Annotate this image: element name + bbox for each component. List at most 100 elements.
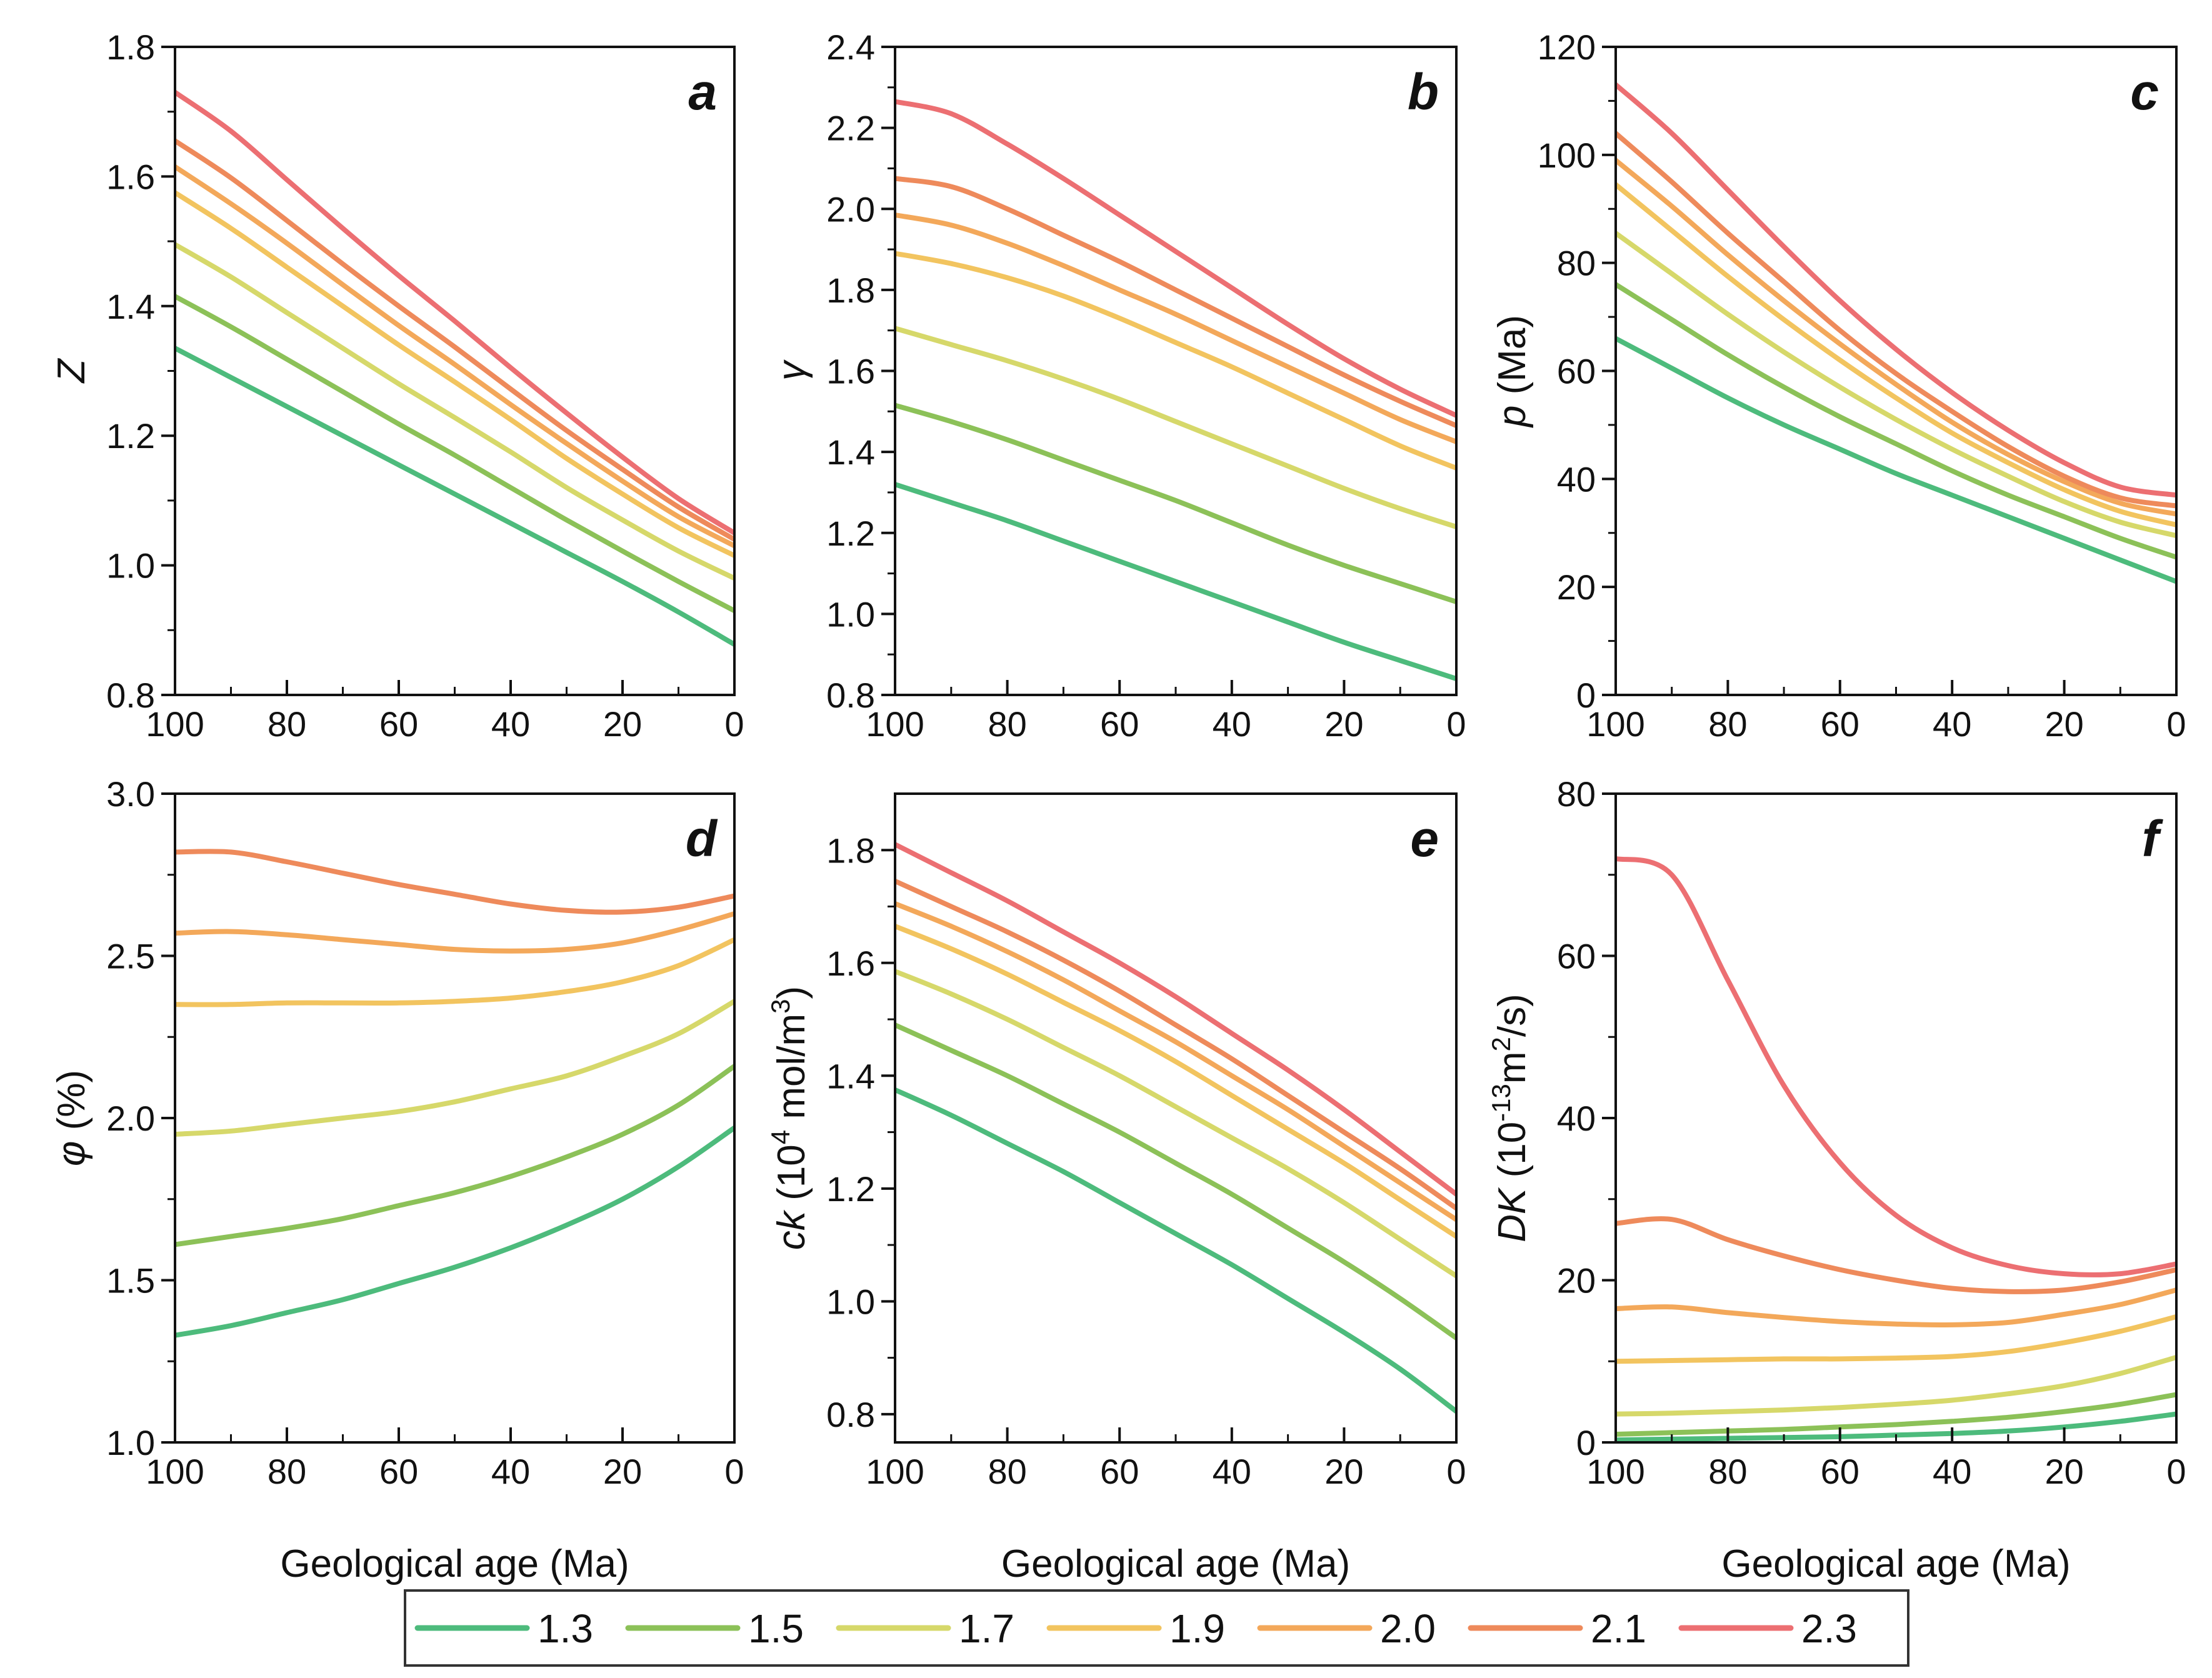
series-line-2.1 [1616,1216,2176,1294]
y-tick-label: 80 [1557,244,1596,283]
series-line-1.3 [895,1087,1456,1414]
y-tick-label: 100 [1538,136,1596,175]
series-line-2.3 [175,89,734,536]
legend-item-2.0: 2.0 [1257,1606,1436,1651]
series-line-1.3 [175,1125,734,1338]
x-tick-label: 0 [2166,1452,2186,1491]
y-tick-label: 1.2 [106,416,155,456]
y-tick-label: 3.0 [106,774,155,814]
x-axis-label: Geological age (Ma) [280,1542,629,1586]
series-group [895,99,1456,682]
legend-item-1.3: 1.3 [414,1606,593,1651]
y-axis-label: ck (104 mol/m3) [766,986,813,1250]
y-tick-label: 1.6 [826,944,875,983]
y-tick-label: 0.8 [826,676,875,715]
x-tick-label: 100 [146,1452,204,1491]
legend-item-2.3: 2.3 [1678,1606,1857,1651]
y-tick-label: 1.4 [106,287,155,326]
y-tick-label: 1.0 [826,1282,875,1321]
x-tick-label: 40 [1933,1452,1971,1491]
y-tick-label: 120 [1538,27,1596,67]
series-line-2.0 [1616,157,2176,517]
x-axis-label: Geological age (Ma) [1001,1542,1350,1586]
panel-label: b [1408,64,1439,121]
x-tick-label: 40 [491,704,530,744]
y-tick-label: 20 [1557,567,1596,607]
y-tick-label: 0 [1576,676,1596,715]
x-tick-label: 60 [1821,704,1859,744]
x-tick-label: 100 [866,704,924,744]
series-line-1.5 [895,402,1456,604]
series-group [1616,856,2176,1442]
y-tick-label: 1.2 [826,514,875,553]
series-line-1.3 [895,482,1456,682]
y-tick-label: 40 [1557,459,1596,499]
y-tick-label: 1.6 [106,157,155,196]
series-line-1.5 [895,1022,1456,1341]
series-line-1.3 [1616,336,2176,584]
series-line-1.9 [1616,182,2176,527]
x-tick-label: 100 [1586,1452,1644,1491]
series-line-1.5 [175,1064,734,1247]
legend-item-1.9: 1.9 [1046,1606,1225,1651]
legend-label: 2.0 [1380,1606,1436,1651]
series-line-2.0 [175,911,734,954]
x-tick-label: 20 [2044,704,2083,744]
x-tick-label: 40 [491,1452,530,1491]
y-tick-label: 1.4 [826,432,875,472]
series-line-1.7 [1616,231,2176,539]
series-group [895,842,1456,1414]
series-line-2.0 [175,164,734,549]
legend-label: 1.7 [959,1606,1014,1651]
legend-label: 2.3 [1801,1606,1857,1651]
x-tick-label: 100 [866,1452,924,1491]
panels-group: 100 80 60 40 20 0 0.8 1.0 1.2 1.4 1.6 1.8 a Z 100 80 60 4… [50,27,2186,1586]
y-axis-label: DK (10-13m2/s) [1486,994,1534,1242]
series-group [175,849,734,1338]
x-tick-label: 80 [1708,704,1747,744]
y-tick-label: 20 [1557,1261,1596,1301]
y-tick-label: 2.5 [106,937,155,976]
y-tick-label: 80 [1557,774,1596,814]
x-tick-label: 20 [603,704,642,744]
y-tick-label: 1.0 [106,546,155,586]
series-line-1.9 [895,924,1456,1239]
y-tick-label: 1.8 [106,27,155,67]
y-tick-label: 1.0 [106,1423,155,1462]
x-tick-label: 60 [1100,1452,1139,1491]
series-line-2.1 [175,138,734,542]
series-line-1.3 [175,346,734,647]
y-axis-label: p (Ma) [1491,315,1534,428]
x-tick-label: 80 [988,1452,1026,1491]
series-group [175,89,734,647]
x-tick-label: 40 [1213,704,1251,744]
legend-label: 1.3 [538,1606,593,1651]
series-line-2.3 [1616,856,2176,1277]
series-line-2.3 [895,99,1456,418]
series-line-2.3 [895,842,1456,1197]
x-tick-label: 60 [1100,704,1139,744]
panel-label: e [1410,811,1439,867]
x-tick-label: 0 [1446,704,1466,744]
series-line-1.5 [1616,282,2176,560]
x-tick-label: 100 [146,704,204,744]
legend-label: 1.9 [1169,1606,1225,1651]
y-tick-label: 1.8 [826,271,875,310]
legend-label: 1.5 [748,1606,804,1651]
x-tick-label: 0 [1446,1452,1466,1491]
series-line-1.5 [1616,1392,2176,1437]
y-tick-label: 2.4 [826,27,875,67]
series-line-1.7 [175,242,734,581]
y-tick-label: 1.4 [826,1056,875,1096]
x-tick-label: 80 [268,1452,306,1491]
series-line-1.9 [175,190,734,558]
series-line-2.0 [895,212,1456,444]
x-tick-label: 20 [1324,1452,1363,1491]
y-tick-label: 2.2 [826,109,875,148]
series-line-2.1 [1616,131,2176,509]
y-tick-label: 1.2 [826,1169,875,1209]
series-line-2.1 [895,878,1456,1211]
panel-label: a [688,64,717,121]
series-line-1.5 [175,294,734,614]
legend-item-1.5: 1.5 [625,1606,804,1651]
